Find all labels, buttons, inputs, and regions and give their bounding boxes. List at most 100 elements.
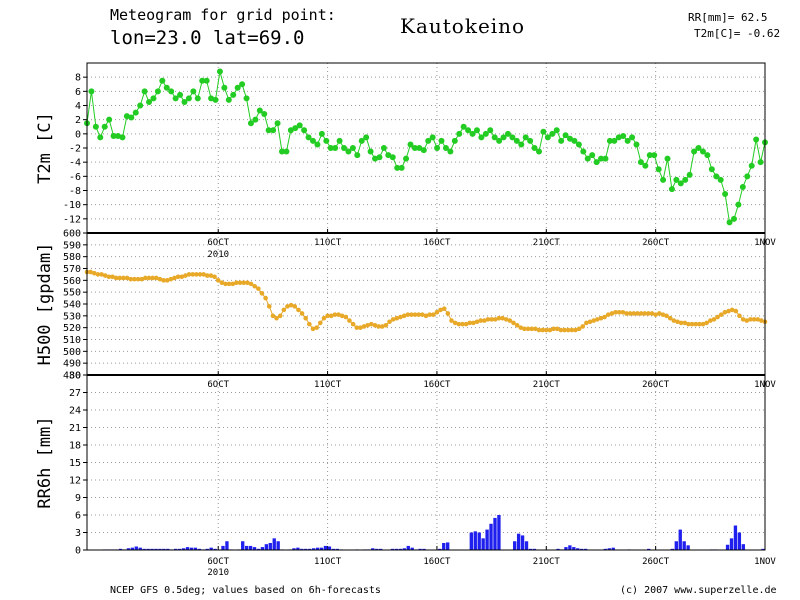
- rr6h-bar: [331, 548, 336, 550]
- t2m-point: [380, 145, 387, 151]
- rr6h-bar: [607, 548, 611, 550]
- t2m-point: [473, 127, 480, 134]
- t2m-point: [305, 134, 312, 141]
- rr6h-bar: [311, 548, 316, 550]
- h500-point: [525, 326, 531, 332]
- rr6h-bar: [556, 548, 560, 550]
- h500-point: [576, 326, 582, 332]
- t2m-point: [611, 137, 618, 144]
- h500-point: [693, 321, 699, 327]
- t2m-point: [203, 77, 210, 84]
- t2m-point: [668, 186, 675, 193]
- h500-point: [591, 318, 596, 323]
- t2m-xtick-label: 26OCT: [642, 238, 670, 248]
- h500-point: [478, 318, 483, 323]
- rr6h-bar: [532, 548, 537, 550]
- rr6h-bar: [398, 548, 403, 550]
- t2m-point: [163, 84, 170, 91]
- h500-point: [110, 274, 115, 280]
- t2m-point: [708, 166, 715, 173]
- h500-point: [128, 276, 134, 282]
- h500-point: [412, 312, 418, 317]
- rr6h-xtick-label: 16OCT: [423, 557, 451, 567]
- t2m-point: [190, 88, 197, 95]
- rr6h-bar: [205, 548, 209, 550]
- t2m-point: [234, 84, 241, 91]
- h500-point: [274, 315, 279, 321]
- t2m-point: [682, 176, 689, 183]
- h500-point: [270, 313, 276, 319]
- t2m-point: [527, 137, 534, 144]
- t2m-point: [757, 159, 764, 166]
- footer-credit: (c) 2007 www.superzelle.de: [620, 585, 777, 596]
- h500-point: [492, 317, 498, 322]
- h500-point: [584, 320, 589, 326]
- t2m-point: [580, 148, 587, 155]
- rr6h-bar: [154, 548, 158, 550]
- t2m-point: [425, 137, 432, 144]
- t2m-point: [292, 125, 299, 132]
- rr6h-bar: [733, 525, 738, 550]
- h500-point: [321, 315, 327, 321]
- rr6h-ytick-label: 15: [69, 458, 81, 469]
- h500-point: [500, 315, 505, 321]
- rr6h-bar: [252, 547, 257, 550]
- h500-point: [489, 317, 494, 322]
- rr6h-bar: [572, 547, 576, 550]
- rr6h-bar: [142, 548, 146, 550]
- t2m-point: [540, 128, 547, 135]
- t2m-point: [411, 145, 418, 151]
- h500-point: [638, 311, 644, 316]
- rr6h-bar: [516, 533, 521, 550]
- rr6h-bar: [292, 548, 296, 550]
- h500-point: [533, 326, 538, 332]
- h500-point: [595, 317, 600, 322]
- rr6h-bar: [741, 544, 745, 550]
- rr6h-bar: [256, 548, 261, 550]
- rr6h-xtick-label: 21OCT: [533, 557, 561, 567]
- h500-point: [474, 319, 480, 325]
- t2m-point: [110, 132, 117, 139]
- t2m-point: [646, 152, 653, 159]
- h500-point: [759, 318, 764, 323]
- h500-point: [438, 307, 443, 313]
- t2m-point: [589, 152, 596, 159]
- rr6h-bar: [375, 548, 379, 550]
- t2m-point: [660, 176, 667, 183]
- h500-point: [401, 313, 407, 319]
- rr6h-bar: [568, 545, 572, 550]
- h500-point: [471, 320, 476, 326]
- t2m-point: [407, 141, 414, 148]
- t2m-point: [536, 148, 542, 155]
- t2m-point: [336, 137, 343, 144]
- h500-point: [252, 283, 257, 289]
- h500-point: [376, 324, 381, 329]
- t2m-point: [389, 154, 396, 161]
- rr6h-ylabel: RR6h [mm]: [35, 416, 55, 508]
- t2m-point: [243, 95, 250, 102]
- h500-point: [277, 313, 283, 319]
- rr6h-bar: [260, 547, 265, 550]
- rr6h-bar: [418, 548, 422, 550]
- h500-point: [135, 276, 141, 282]
- t2m-point: [451, 137, 458, 144]
- t2m-point: [420, 147, 427, 154]
- rr6h-bar: [674, 541, 678, 550]
- t2m-point: [150, 95, 157, 102]
- h500-point: [755, 317, 761, 322]
- rr6h-bar: [166, 548, 170, 550]
- t2m-point: [598, 155, 605, 162]
- t2m-point: [323, 137, 330, 144]
- h500-point: [602, 314, 607, 320]
- h500-xtick-label: 6OCT: [207, 380, 229, 390]
- t2m-point: [465, 127, 472, 134]
- rr6h-bar: [513, 541, 517, 550]
- rr6h-bar: [304, 548, 308, 550]
- t2m-point: [132, 109, 139, 116]
- h500-point: [565, 327, 571, 333]
- t2m-point: [456, 130, 463, 137]
- rr6h-bar: [150, 548, 154, 550]
- t2m-point: [327, 145, 334, 151]
- t2m-point: [177, 91, 184, 98]
- rr6h-ytick-label: 3: [75, 528, 81, 539]
